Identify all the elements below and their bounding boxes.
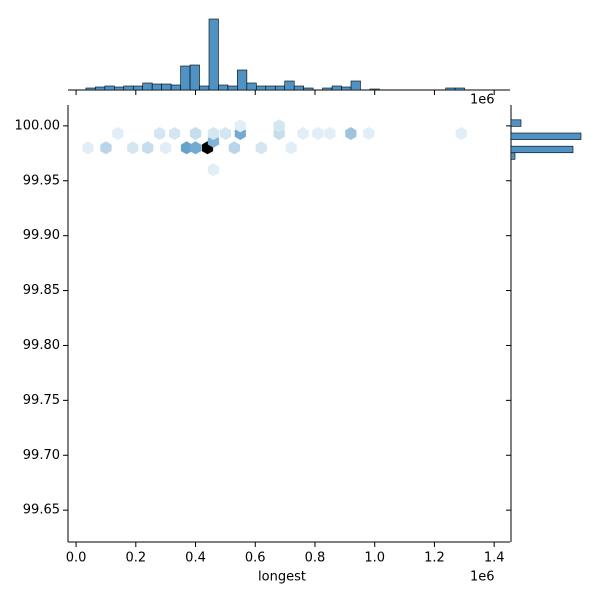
x-tick-label: 0.0 <box>66 551 87 566</box>
x-hist-bar <box>454 87 465 91</box>
x-tick-label: 1.4 <box>484 551 505 566</box>
y-hist-bar <box>510 145 574 154</box>
x-hist-bar <box>256 85 267 91</box>
x-hist-bar <box>161 83 172 91</box>
y-tick-label: 99.75 <box>23 393 60 408</box>
x-hist-bar <box>114 86 125 91</box>
x-hist-bar <box>274 85 286 91</box>
y-tick-label: 99.70 <box>23 448 60 463</box>
hexbin <box>219 127 231 140</box>
hexbin <box>207 163 220 177</box>
hexbin <box>160 141 172 155</box>
x-hist-bar <box>170 84 181 91</box>
y-tick-label: 99.95 <box>23 173 60 188</box>
x-tick-label: 0.6 <box>245 551 266 566</box>
hexbin <box>169 127 181 140</box>
x-hist-bar <box>142 82 153 91</box>
x-hist-bar <box>265 85 276 91</box>
x-tick-label: 0.4 <box>185 551 206 566</box>
y-hist-bar <box>510 132 582 140</box>
hexbin <box>228 141 240 155</box>
hexbin <box>189 127 202 140</box>
y-hist-bar <box>510 152 516 160</box>
x-tick-label: 0.2 <box>125 551 146 566</box>
hexbin <box>180 141 193 155</box>
hexbin <box>363 127 375 140</box>
x-hist-bar <box>237 69 248 91</box>
x-tick-label: 0.8 <box>305 551 326 566</box>
x-hist-bar <box>151 83 162 91</box>
y-tick-label: 99.65 <box>23 503 60 518</box>
x-hist-bar <box>218 84 229 91</box>
x-hist-bar <box>85 87 96 91</box>
y-tick-label: 100.00 <box>15 118 61 133</box>
hexbin <box>324 127 336 140</box>
x-hist-bar <box>208 18 219 91</box>
x-hist-bar <box>180 65 191 91</box>
x-hist-bar <box>369 88 380 91</box>
x-axis-label: longest <box>258 570 306 585</box>
hexbin <box>297 127 309 140</box>
x-hist-bar <box>227 85 238 91</box>
y-tick-label: 99.80 <box>23 338 60 353</box>
y-hist-bar <box>510 119 522 127</box>
x-hist-bar <box>331 85 342 91</box>
hexbin <box>189 141 202 155</box>
x-hist-bar <box>104 85 115 91</box>
hexbin <box>100 141 112 155</box>
hexbin <box>82 141 94 155</box>
hexbin <box>142 141 154 155</box>
x-hist-bar <box>189 64 200 91</box>
x-hist-bar <box>246 82 257 91</box>
hexbin <box>285 141 297 155</box>
x-tick-label: 1.0 <box>364 551 385 566</box>
x-hist-bar <box>293 85 304 91</box>
y-tick-label: 99.85 <box>23 283 60 298</box>
hexbin <box>273 119 285 133</box>
top-x-offset-label: 1e6 <box>470 93 495 108</box>
hexbin <box>127 141 139 155</box>
hexbin <box>234 119 246 133</box>
hexbin <box>154 127 166 140</box>
x-hist-bar <box>445 87 456 91</box>
x-hist-bar <box>199 85 210 91</box>
x-hist-bar <box>123 85 134 91</box>
x-offset-label: 1e6 <box>470 570 495 585</box>
x-hist-bar <box>95 86 106 91</box>
x-hist-bar <box>350 80 361 91</box>
hexbin <box>312 127 324 140</box>
x-hist-bar <box>341 86 352 91</box>
x-hist-bar <box>303 87 314 91</box>
x-hist-bar <box>284 80 295 91</box>
hexbin <box>345 127 357 140</box>
y-tick-label: 99.90 <box>23 228 60 243</box>
x-hist-bar <box>322 87 333 91</box>
x-tick-label: 1.2 <box>424 551 445 566</box>
hexbin <box>207 127 220 140</box>
x-hist-bar <box>132 85 144 91</box>
hexbin <box>255 141 267 155</box>
hexbin <box>455 127 467 140</box>
hexbin <box>112 127 124 140</box>
